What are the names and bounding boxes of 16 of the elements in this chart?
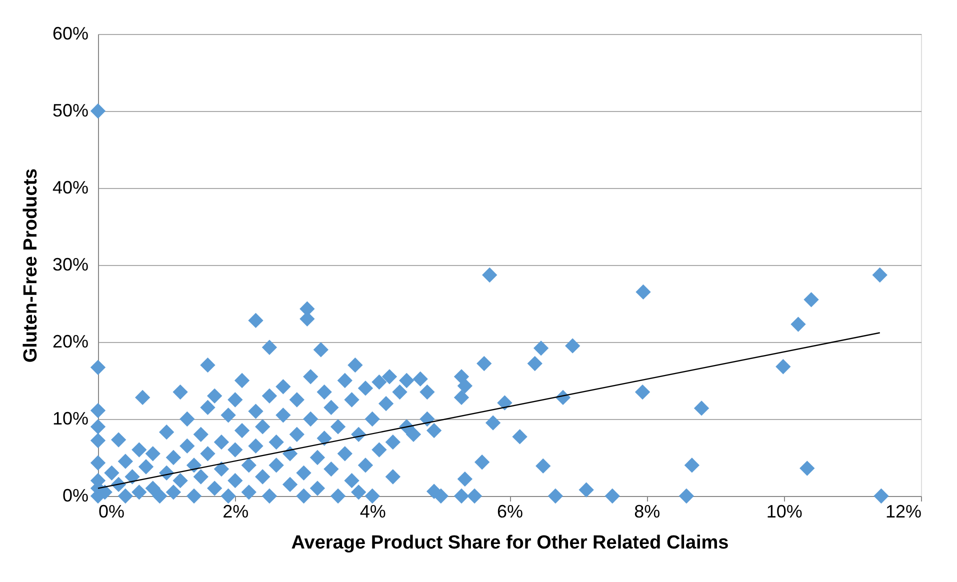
y-tick-label: 20%: [52, 332, 88, 352]
x-tick-label: 6%: [496, 502, 524, 522]
x-tick-label: 4%: [360, 502, 386, 522]
y-tick-label: 0%: [62, 486, 88, 506]
x-tick-label: 12%: [885, 502, 922, 522]
y-tick-label: 50%: [52, 100, 88, 120]
x-axis-title: Average Product Share for Other Related Claims: [291, 532, 729, 554]
y-tick-label: 60%: [52, 24, 88, 44]
y-tick-label: 10%: [52, 408, 88, 428]
x-tick-label: 0%: [98, 502, 125, 522]
y-axis-title: Gluten-Free Products: [20, 168, 42, 363]
x-tick-label: 10%: [766, 502, 802, 522]
y-tick-label: 40%: [52, 178, 88, 198]
x-tick-label: 8%: [634, 502, 660, 522]
y-tick-label: 30%: [52, 254, 88, 274]
x-tick-label: 2%: [222, 502, 249, 522]
